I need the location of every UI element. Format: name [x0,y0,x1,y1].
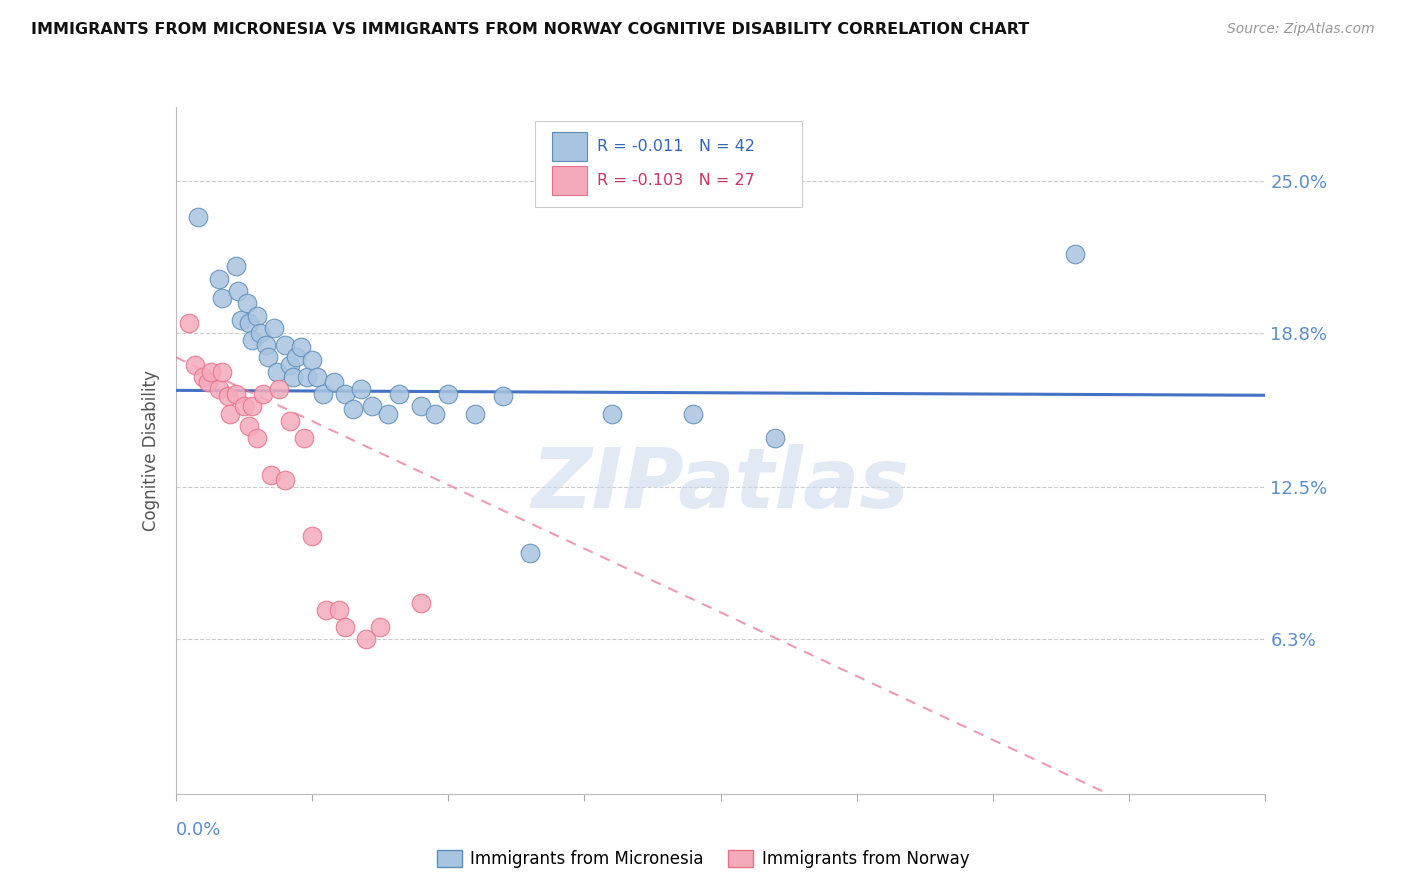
Point [295,369,318,384]
Point [328,603,350,617]
Point [423,407,446,421]
Point [184,358,207,372]
Point [360,400,382,414]
Legend: Immigrants from Micronesia, Immigrants from Norway: Immigrants from Micronesia, Immigrants f… [430,843,976,875]
FancyBboxPatch shape [551,166,586,195]
Point [225,387,247,401]
Point [263,321,285,335]
Point [208,271,231,285]
Text: R = -0.103   N = 27: R = -0.103 N = 27 [598,173,755,188]
Point [682,407,704,421]
Point [388,387,411,401]
Point [252,387,274,401]
Point [186,211,209,225]
Point [191,369,214,384]
Point [315,603,337,617]
Point [260,467,283,482]
Point [333,387,356,401]
Point [257,351,280,365]
Point [249,326,271,340]
Point [231,313,253,327]
Point [368,620,391,634]
Point [238,419,260,434]
Point [246,431,269,445]
Text: IMMIGRANTS FROM MICRONESIA VS IMMIGRANTS FROM NORWAY COGNITIVE DISABILITY CORREL: IMMIGRANTS FROM MICRONESIA VS IMMIGRANTS… [31,22,1029,37]
Point [225,260,247,274]
Point [208,382,231,396]
Point [301,529,323,543]
Point [290,341,312,355]
Text: R = -0.011   N = 42: R = -0.011 N = 42 [598,139,755,154]
Point [254,338,277,352]
Point [228,284,250,298]
Point [492,389,515,403]
Point [600,407,623,421]
Text: 0.0%: 0.0% [176,822,221,839]
Point [269,382,291,396]
Point [301,352,323,367]
Point [292,431,315,445]
Text: Source: ZipAtlas.com: Source: ZipAtlas.com [1227,22,1375,37]
Point [377,407,399,421]
Point [266,365,288,379]
Point [238,316,260,330]
Point [284,351,307,365]
Text: ZIPatlas: ZIPatlas [531,444,910,525]
Point [1063,247,1085,261]
Point [240,400,263,414]
Point [211,365,233,379]
Point [274,338,297,352]
Point [200,365,222,379]
Point [342,401,364,416]
Point [307,369,329,384]
Point [312,387,335,401]
Point [278,358,301,372]
Point [464,407,486,421]
Point [281,369,304,384]
Point [356,632,378,647]
Point [179,316,201,330]
Point [333,620,356,634]
Point [763,431,786,445]
Point [274,473,297,487]
Y-axis label: Cognitive Disability: Cognitive Disability [142,370,160,531]
Point [278,414,301,428]
Point [409,400,432,414]
FancyBboxPatch shape [536,120,803,207]
Point [235,296,257,310]
Point [232,400,254,414]
Point [211,291,233,305]
Point [246,309,269,323]
Point [240,333,263,347]
FancyBboxPatch shape [551,132,586,161]
Point [350,382,373,396]
Point [217,389,239,403]
Point [219,407,242,421]
Point [197,375,219,389]
Point [322,375,344,389]
Point [437,387,460,401]
Point [519,546,541,561]
Point [409,596,432,610]
